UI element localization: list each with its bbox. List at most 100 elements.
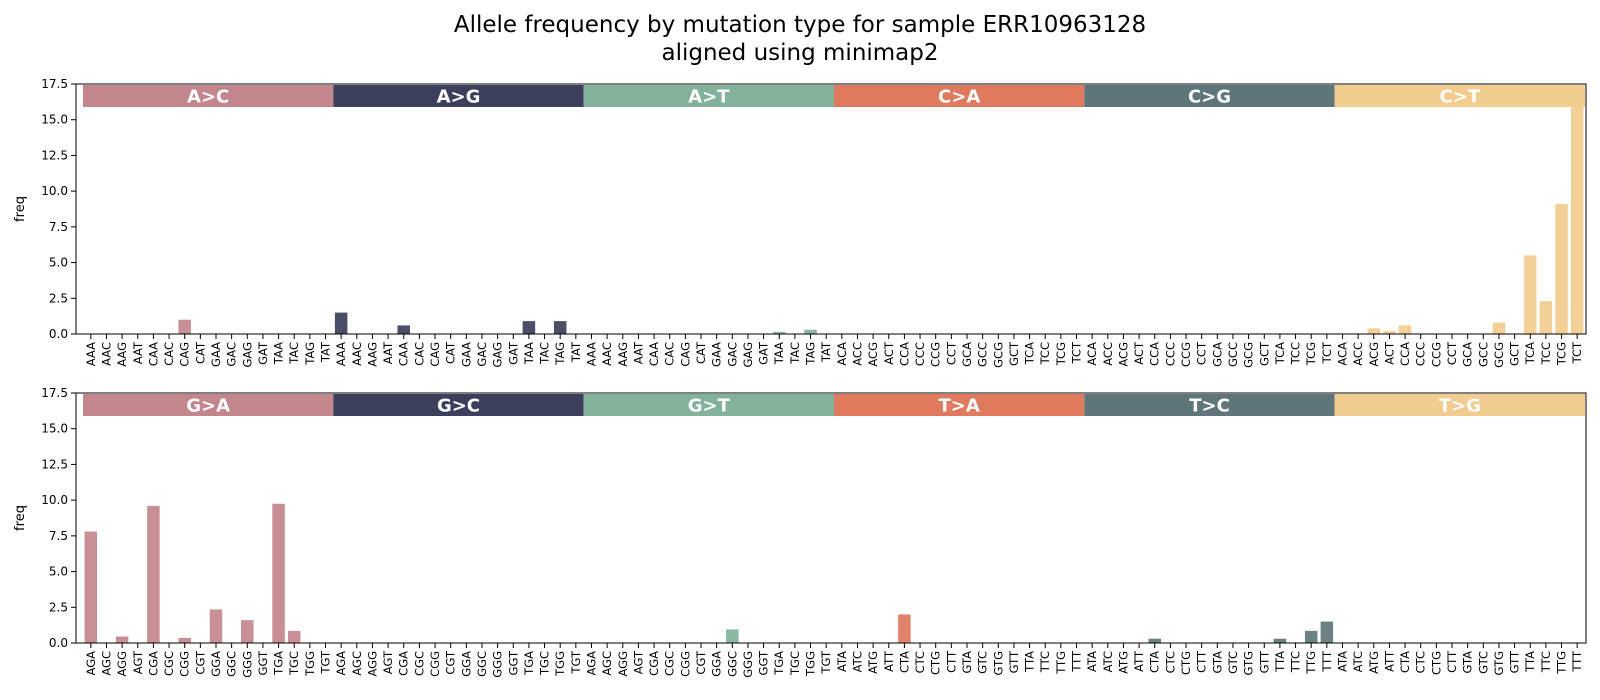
x-tick-label: TGC — [788, 651, 802, 676]
x-tick-label: CCG — [1179, 342, 1193, 367]
x-tick-label: AAC — [350, 342, 364, 366]
x-tick-label: TAC — [788, 342, 802, 365]
x-tick-label: TAT — [319, 341, 333, 363]
x-tick-label: TAC — [287, 342, 301, 365]
x-tick-label: GCT — [1257, 341, 1271, 366]
bar-G-to-A-AGA — [84, 531, 98, 643]
x-tick-label: GCC — [1476, 342, 1490, 367]
x-tick-label: GAT — [256, 341, 270, 365]
x-tick-label: TGC — [287, 651, 301, 676]
x-tick-label: CTT — [944, 650, 958, 673]
x-tick-label: CTA — [1148, 651, 1162, 673]
x-tick-label: CTG — [1179, 651, 1193, 675]
x-tick-label: GAG — [741, 342, 755, 368]
x-tick-label: AGT — [631, 650, 645, 674]
x-tick-label: ACC — [1101, 342, 1115, 366]
x-tick-label: GGA — [209, 651, 223, 677]
y-tick-label: 17.5 — [41, 386, 68, 400]
x-tick-label: ACG — [1116, 342, 1130, 367]
x-tick-label: AGG — [115, 651, 129, 677]
bar-T-to-C-TTG — [1304, 630, 1318, 643]
x-tick-label: ATT — [1132, 650, 1146, 672]
x-tick-label: AGT — [131, 650, 145, 674]
x-tick-label: ATA — [1085, 651, 1099, 672]
bar-A-to-G-TAG — [553, 321, 567, 334]
mutation-band-C-to-T — [1334, 85, 1585, 107]
x-tick-label: ATT — [1382, 650, 1396, 672]
mutation-band-label: G>C — [437, 396, 480, 417]
bar-G-to-A-AGG — [115, 636, 129, 643]
x-tick-label: TTA — [1023, 651, 1037, 673]
x-tick-label: AAT — [381, 341, 395, 364]
bar-C-to-T-CCA — [1398, 325, 1412, 334]
x-tick-label: ATC — [1101, 651, 1115, 672]
mutation-band-A-to-C — [83, 85, 334, 107]
x-tick-label: GAG — [240, 342, 254, 368]
chart-subtitle: aligned using minimap2 — [661, 40, 938, 66]
x-tick-label: AAG — [616, 342, 630, 367]
x-tick-label: CGC — [412, 651, 426, 676]
bar-T-to-C-CTA — [1148, 638, 1161, 643]
bar-G-to-T-GGC — [726, 629, 739, 643]
bar-A-to-G-CAA — [397, 325, 410, 334]
x-tick-label: TTC — [1038, 651, 1052, 673]
x-tick-label: GGC — [725, 651, 739, 677]
x-tick-label: GAA — [710, 342, 724, 367]
y-tick-label: 10.0 — [41, 184, 68, 198]
x-tick-label: GCG — [1492, 342, 1506, 368]
x-tick-label: CTC — [1414, 651, 1428, 673]
x-tick-label: TGT — [569, 650, 583, 675]
x-tick-label: AAA — [584, 342, 598, 366]
y-tick-label: 5.0 — [49, 256, 68, 270]
x-tick-label: TGG — [553, 651, 567, 677]
x-tick-label: ATG — [866, 651, 880, 674]
x-tick-label: AGC — [350, 651, 364, 676]
mutation-band-C-to-A — [834, 85, 1085, 107]
x-tick-label: ACA — [835, 342, 849, 366]
x-tick-label: GGA — [459, 651, 473, 677]
x-tick-label: GCA — [1461, 342, 1475, 367]
x-tick-label: GAA — [459, 342, 473, 367]
x-tick-label: CTG — [929, 651, 943, 675]
x-tick-label: GGT — [506, 650, 520, 675]
x-tick-label: GTC — [1226, 651, 1240, 674]
y-tick-label: 12.5 — [41, 148, 68, 162]
x-tick-label: CTA — [1398, 651, 1412, 673]
x-tick-label: TTT — [1320, 650, 1334, 673]
x-tick-label: TGT — [319, 650, 333, 675]
bar-A-to-C-CAG — [178, 319, 191, 334]
x-tick-label: ATG — [1116, 651, 1130, 674]
x-tick-label: CGG — [178, 651, 192, 677]
x-tick-label: GAA — [209, 342, 223, 367]
mutation-band-label: G>T — [688, 396, 731, 417]
x-tick-label: CAC — [663, 342, 677, 366]
bar-G-to-A-TGC — [287, 630, 301, 643]
y-tick-label: 12.5 — [41, 457, 68, 471]
y-axis-label: freq — [13, 505, 28, 531]
y-tick-label: 7.5 — [49, 529, 68, 543]
x-tick-label: TTT — [1070, 650, 1084, 673]
x-tick-label: CGC — [663, 651, 677, 676]
x-tick-label: CAA — [647, 342, 661, 366]
bar-C-to-T-TCA — [1523, 255, 1537, 334]
x-tick-label: ATG — [1367, 651, 1381, 674]
x-tick-label: GTC — [976, 651, 990, 674]
x-tick-label: AGC — [99, 651, 113, 676]
x-tick-label: TGG — [303, 651, 317, 677]
x-tick-label: TTG — [1054, 651, 1068, 675]
mutation-band-label: A>T — [688, 87, 730, 108]
x-tick-label: GCG — [1242, 342, 1256, 368]
x-tick-label: TCG — [1555, 342, 1569, 366]
mutation-band-label: C>T — [1440, 87, 1481, 108]
x-tick-label: GGG — [240, 651, 254, 678]
x-tick-label: GTA — [1210, 651, 1224, 674]
x-tick-label: CAG — [428, 342, 442, 367]
x-tick-label: AGA — [584, 651, 598, 676]
x-tick-label: CTG — [1429, 651, 1443, 675]
mutation-band-G-to-T — [583, 394, 834, 416]
bar-G-to-A-GGG — [241, 620, 254, 643]
x-tick-label: AGA — [84, 651, 98, 676]
bar-G-to-A-GGA — [209, 609, 223, 643]
